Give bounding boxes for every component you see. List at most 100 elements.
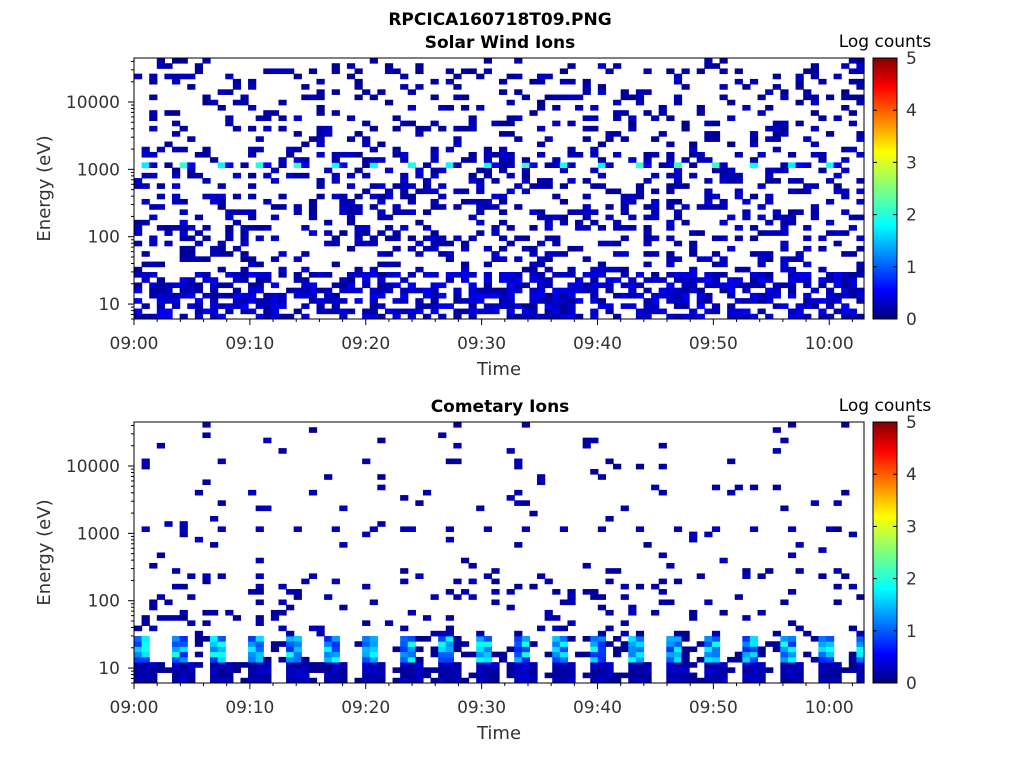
heatmap-cell bbox=[354, 272, 363, 278]
heatmap-cell bbox=[422, 272, 432, 278]
heatmap-cell bbox=[164, 308, 173, 315]
heatmap-cell bbox=[141, 651, 150, 658]
heatmap-cell bbox=[514, 115, 523, 122]
heatmap-cell bbox=[263, 656, 272, 663]
heatmap-cell bbox=[278, 272, 287, 278]
heatmap-cell bbox=[400, 172, 409, 179]
heatmap-cell bbox=[134, 282, 143, 289]
heatmap-cell bbox=[787, 209, 797, 215]
heatmap-cell bbox=[255, 620, 264, 626]
heatmap-cell bbox=[476, 188, 485, 195]
heatmap-cell bbox=[354, 287, 363, 294]
heatmap-cell bbox=[438, 667, 447, 673]
heatmap-cell bbox=[400, 292, 409, 299]
heatmap-cell bbox=[833, 667, 842, 673]
heatmap-cell bbox=[225, 120, 234, 127]
heatmap-cell bbox=[331, 282, 340, 289]
heatmap-cell bbox=[301, 313, 310, 320]
heatmap-cell bbox=[628, 672, 637, 679]
x-axis: 09:00 09:10 09:20 09:30 09:40 09:50 10:00 bbox=[110, 683, 854, 718]
heatmap-cell bbox=[521, 526, 531, 533]
heatmap-cell bbox=[149, 125, 158, 132]
heatmap-cell bbox=[506, 313, 515, 320]
heatmap-cell bbox=[225, 667, 234, 673]
heatmap-cell bbox=[529, 78, 538, 85]
heatmap-cell bbox=[605, 266, 614, 273]
heatmap-cell bbox=[278, 125, 287, 132]
heatmap-cell bbox=[787, 266, 797, 273]
heatmap-cell bbox=[643, 667, 652, 673]
heatmap-cell bbox=[392, 261, 401, 268]
heatmap-cell bbox=[856, 151, 865, 158]
heatmap-cell bbox=[757, 667, 766, 673]
heatmap-cell bbox=[848, 214, 857, 221]
heatmap-cell bbox=[681, 277, 690, 283]
heatmap-cell bbox=[780, 131, 789, 137]
heatmap-cell bbox=[415, 188, 424, 195]
heatmap-cell bbox=[651, 609, 660, 616]
heatmap-cell bbox=[780, 266, 789, 273]
heatmap-cell bbox=[514, 672, 523, 679]
heatmap-cell bbox=[521, 662, 531, 668]
heatmap-cell bbox=[164, 240, 173, 247]
heatmap-cell bbox=[194, 63, 204, 69]
heatmap-cell bbox=[354, 298, 363, 304]
heatmap-cell bbox=[324, 272, 333, 278]
heatmap-cell bbox=[719, 58, 728, 64]
heatmap-cell bbox=[217, 636, 226, 642]
heatmap-cell bbox=[590, 651, 599, 658]
heatmap-cell bbox=[780, 282, 789, 289]
heatmap-cell bbox=[681, 651, 690, 658]
heatmap-cell bbox=[810, 636, 819, 642]
heatmap-cell bbox=[613, 63, 622, 69]
heatmap-cell bbox=[673, 272, 683, 278]
heatmap-cell bbox=[856, 656, 865, 663]
heatmap-cell bbox=[476, 292, 485, 299]
heatmap-cell bbox=[164, 292, 173, 299]
heatmap-cell bbox=[240, 662, 249, 668]
heatmap-cell bbox=[438, 240, 447, 247]
heatmap-cell bbox=[651, 198, 660, 205]
heatmap-cell bbox=[848, 662, 857, 668]
heatmap-cell bbox=[270, 292, 280, 299]
heatmap-cell bbox=[765, 641, 774, 647]
heatmap-cell bbox=[331, 235, 340, 242]
heatmap-cell bbox=[422, 178, 432, 184]
heatmap-cell bbox=[179, 615, 188, 621]
x-tick-label: 09:20 bbox=[341, 698, 390, 718]
heatmap-cell bbox=[422, 636, 432, 642]
heatmap-cell bbox=[567, 272, 576, 278]
heatmap-cell bbox=[734, 266, 743, 273]
heatmap-cell bbox=[666, 219, 675, 226]
heatmap-cell bbox=[734, 225, 743, 231]
heatmap-cell bbox=[202, 578, 211, 585]
heatmap-cell bbox=[681, 68, 690, 75]
heatmap-cell bbox=[415, 298, 424, 304]
heatmap-cell bbox=[384, 235, 394, 242]
heatmap-cell bbox=[476, 219, 485, 226]
heatmap-cell bbox=[460, 277, 470, 283]
heatmap-cell bbox=[841, 313, 850, 320]
heatmap-cell bbox=[757, 94, 766, 101]
heatmap-cell bbox=[810, 99, 819, 106]
heatmap-cell bbox=[491, 225, 500, 231]
heatmap-cell bbox=[635, 162, 645, 169]
heatmap-cell bbox=[727, 178, 736, 184]
heatmap-cell bbox=[841, 303, 850, 309]
heatmap-cell bbox=[445, 636, 454, 642]
heatmap-cell bbox=[651, 136, 660, 142]
heatmap-cell bbox=[270, 615, 280, 621]
heatmap-cell bbox=[141, 303, 150, 309]
heatmap-cell bbox=[483, 287, 492, 294]
heatmap-cell bbox=[514, 646, 523, 653]
heatmap-cell bbox=[575, 287, 584, 294]
heatmap-cell bbox=[704, 63, 713, 69]
heatmap-cell bbox=[841, 667, 850, 673]
heatmap-cell bbox=[651, 251, 660, 257]
heatmap-cell bbox=[430, 646, 439, 653]
heatmap-cell bbox=[483, 672, 492, 679]
heatmap-cell bbox=[210, 641, 219, 647]
heatmap-cell bbox=[270, 303, 280, 309]
heatmap-cell bbox=[392, 272, 401, 278]
heatmap-cell bbox=[696, 656, 705, 663]
